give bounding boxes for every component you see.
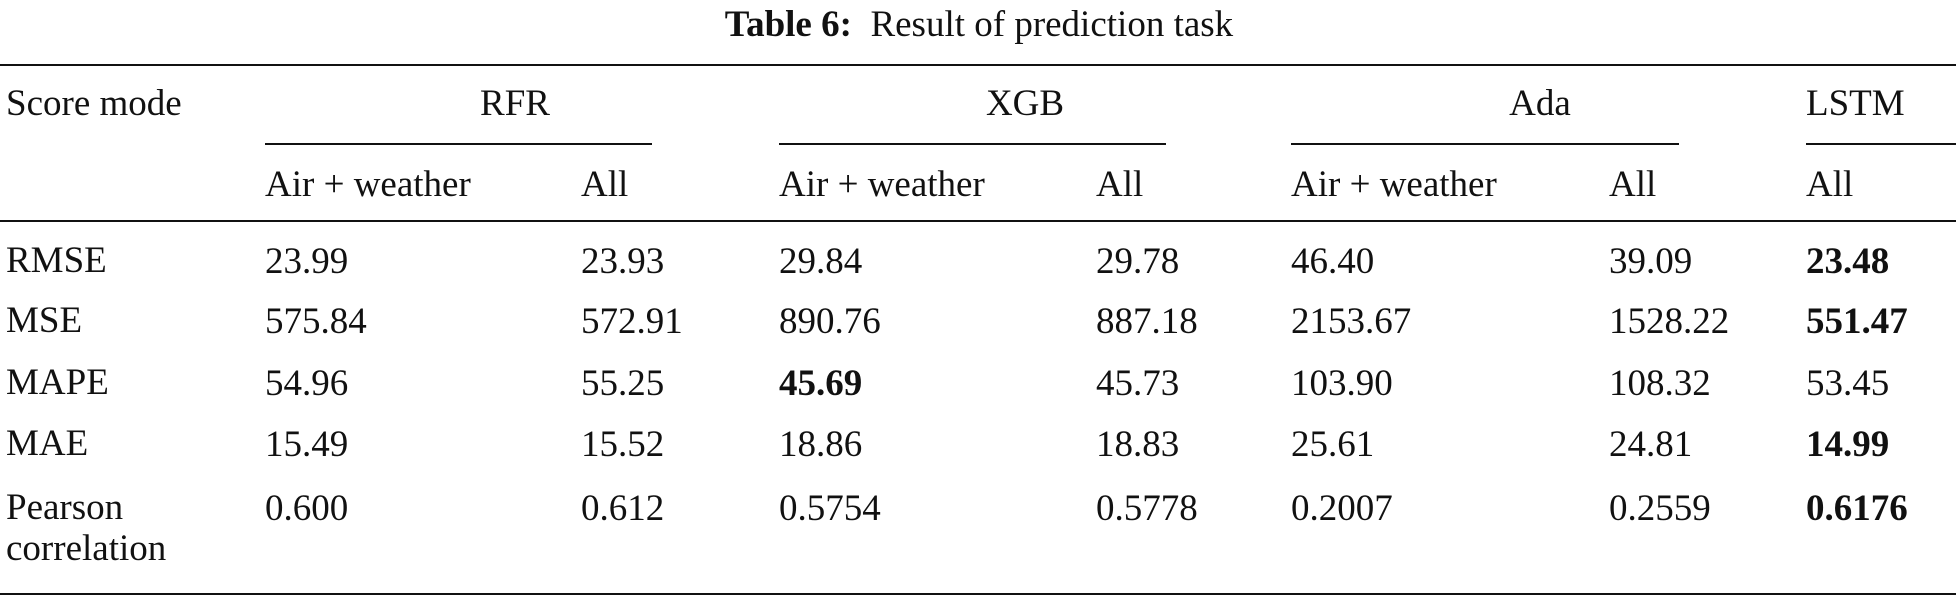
sub-header: All xyxy=(1096,164,1144,205)
cell: 39.09 xyxy=(1609,241,1693,282)
group-rule xyxy=(1291,143,1679,145)
cell: 29.84 xyxy=(779,241,863,282)
cell: 1528.22 xyxy=(1609,301,1730,342)
row-header-label: Score mode xyxy=(6,83,182,124)
row-label: Pearson correlation xyxy=(6,487,167,569)
cell: 14.99 xyxy=(1806,424,1890,465)
cell: 103.90 xyxy=(1291,363,1393,404)
cell: 0.2559 xyxy=(1609,488,1711,529)
sub-header: All xyxy=(1806,164,1854,205)
cell: 0.600 xyxy=(265,488,349,529)
sub-header: Air + weather xyxy=(1291,164,1497,205)
cell: 15.49 xyxy=(265,424,349,465)
cell: 0.6176 xyxy=(1806,488,1908,529)
cell: 575.84 xyxy=(265,301,367,342)
cell: 23.99 xyxy=(265,241,349,282)
group-rule xyxy=(779,143,1166,145)
caption-text: Result of prediction task xyxy=(870,4,1234,45)
cell: 54.96 xyxy=(265,363,349,404)
cell: 46.40 xyxy=(1291,241,1375,282)
cell: 108.32 xyxy=(1609,363,1711,404)
sub-header: Air + weather xyxy=(265,164,471,205)
cell: 2153.67 xyxy=(1291,301,1412,342)
cell: 551.47 xyxy=(1806,301,1908,342)
cell: 0.612 xyxy=(581,488,665,529)
cell: 18.83 xyxy=(1096,424,1180,465)
row-label: RMSE xyxy=(6,240,107,281)
group-header: RFR xyxy=(480,83,550,124)
group-header: Ada xyxy=(1509,83,1571,124)
group-header: XGB xyxy=(985,83,1065,124)
cell: 23.48 xyxy=(1806,241,1890,282)
cell: 0.5778 xyxy=(1096,488,1198,529)
group-header: LSTM xyxy=(1806,83,1905,124)
caption-label: Table 6: xyxy=(724,4,852,45)
cell: 0.2007 xyxy=(1291,488,1393,529)
cell: 25.61 xyxy=(1291,424,1375,465)
cell: 572.91 xyxy=(581,301,683,342)
row-label: MAE xyxy=(6,423,89,464)
cell: 45.73 xyxy=(1096,363,1180,404)
group-rule xyxy=(265,143,652,145)
caption: Table 6: Result of prediction task xyxy=(0,3,1958,47)
top-rule xyxy=(0,64,1956,66)
cell: 55.25 xyxy=(581,363,665,404)
bottom-rule xyxy=(0,593,1956,595)
sub-header: All xyxy=(1609,164,1657,205)
cell: 890.76 xyxy=(779,301,881,342)
cell: 45.69 xyxy=(779,363,863,404)
cell: 15.52 xyxy=(581,424,665,465)
cell: 0.5754 xyxy=(779,488,881,529)
cell: 53.45 xyxy=(1806,363,1890,404)
sub-header: All xyxy=(581,164,629,205)
row-label: MAPE xyxy=(6,362,109,403)
cell: 24.81 xyxy=(1609,424,1693,465)
cell: 887.18 xyxy=(1096,301,1198,342)
cell: 18.86 xyxy=(779,424,863,465)
cell: 29.78 xyxy=(1096,241,1180,282)
sub-header: Air + weather xyxy=(779,164,985,205)
group-rule xyxy=(1806,143,1956,145)
row-label: MSE xyxy=(6,300,83,341)
cell: 23.93 xyxy=(581,241,665,282)
header-rule xyxy=(0,220,1956,222)
